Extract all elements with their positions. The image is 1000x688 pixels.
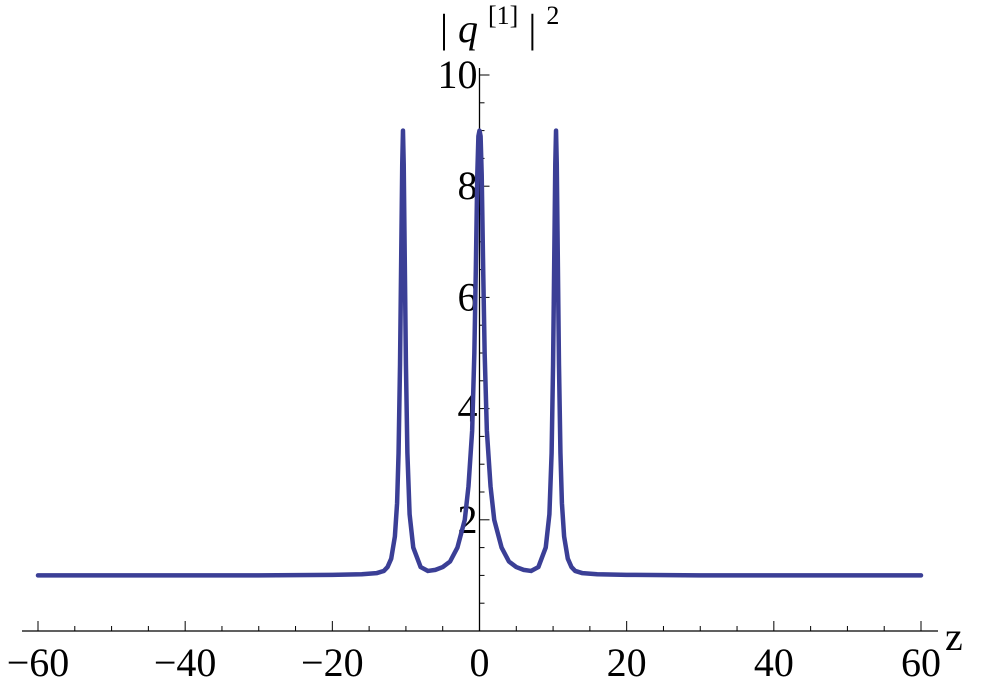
- y-tick-label: 8: [458, 163, 478, 208]
- x-tick-label: 20: [607, 640, 647, 685]
- x-tick-label: −40: [154, 640, 217, 685]
- x-tick-label: −20: [301, 640, 364, 685]
- y-label-power: 2: [546, 1, 559, 30]
- y-label-open-bar: |: [440, 6, 448, 51]
- y-axis-label: | q [1] | 2: [440, 0, 559, 51]
- x-tick-label: −60: [7, 640, 70, 685]
- x-tick-label: 40: [754, 640, 794, 685]
- y-tick-label: 10: [438, 52, 478, 97]
- x-tick-label: 60: [901, 640, 941, 685]
- y-label-close-bar: |: [528, 6, 536, 51]
- y-label-superscript: [1]: [488, 1, 518, 30]
- y-tick-label: 6: [458, 274, 478, 319]
- series-group: [35, 128, 924, 578]
- series-line: [35, 128, 924, 578]
- x-tick-label: 0: [470, 640, 490, 685]
- x-ticks: −60 −40 −20 0 20 40 60: [7, 621, 941, 685]
- y-label-variable: q: [458, 6, 478, 51]
- x-axis-label: z: [945, 614, 963, 659]
